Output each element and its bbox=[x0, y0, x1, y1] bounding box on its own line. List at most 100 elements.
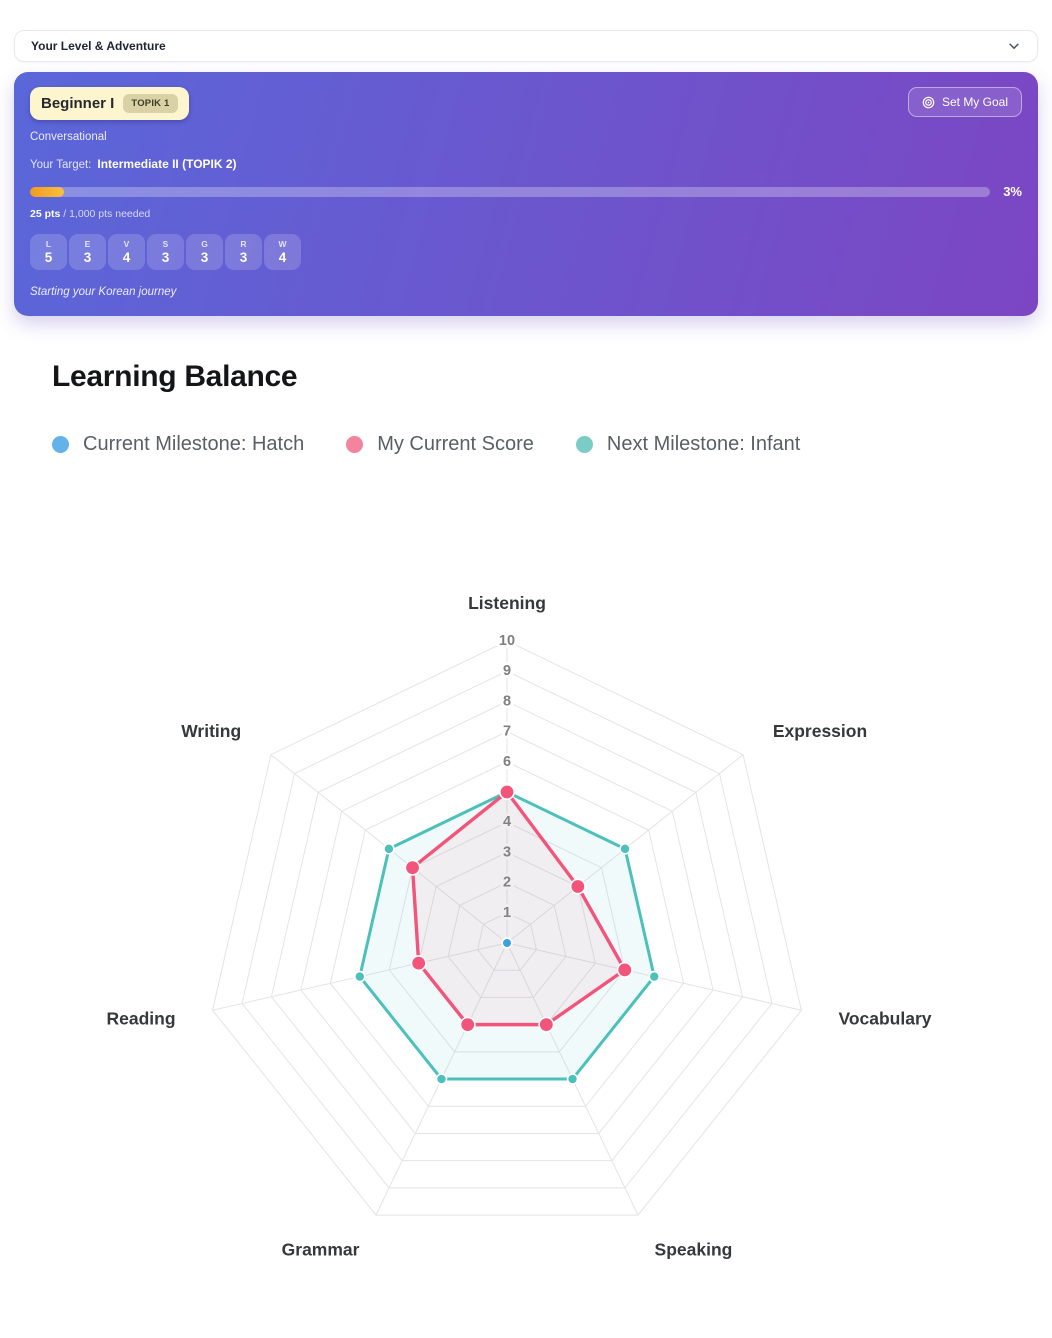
radar-axis-label-reading: Reading bbox=[106, 1009, 175, 1029]
radar-tick-1: 1 bbox=[503, 905, 511, 921]
skill-value: 3 bbox=[200, 250, 209, 265]
legend-label: Current Milestone: Hatch bbox=[83, 433, 305, 455]
radar-point bbox=[435, 1073, 448, 1085]
radar-grid-ring bbox=[300, 731, 714, 1134]
radar-point bbox=[619, 843, 631, 855]
radar-point bbox=[566, 1073, 579, 1085]
legend-item-2[interactable]: Next Milestone: Infant bbox=[575, 433, 801, 456]
radar-point bbox=[459, 1016, 476, 1033]
chevron-down-icon bbox=[1009, 43, 1019, 49]
radar-tick-10: 10 bbox=[499, 633, 515, 649]
legend-dot bbox=[52, 436, 69, 453]
radar-grid-ring bbox=[212, 640, 802, 1216]
radar-point bbox=[648, 970, 661, 983]
points-needed: / 1,000 pts needed bbox=[60, 208, 151, 220]
radar-point bbox=[569, 878, 586, 895]
skill-value: 4 bbox=[122, 250, 131, 265]
radar-grid-ring bbox=[388, 821, 626, 1053]
skill-value: 5 bbox=[44, 250, 53, 265]
radar-chart-container: 12345678910ListeningExpressionVocabulary… bbox=[0, 546, 1052, 1306]
radar-axis-label-grammar: Grammar bbox=[282, 1239, 360, 1259]
skill-value: 3 bbox=[161, 250, 170, 265]
points-current: 25 pts bbox=[30, 208, 61, 220]
legend-label: Next Milestone: Infant bbox=[606, 433, 801, 455]
level-card-header: Beginner I TOPIK 1 Set My Goal bbox=[30, 87, 1022, 120]
progress-row: 3% bbox=[30, 184, 1022, 199]
radar-grid-ring bbox=[270, 700, 744, 1162]
skill-value: 3 bbox=[83, 250, 92, 265]
level-subtitle: Conversational bbox=[30, 131, 107, 143]
topik-badge: TOPIK 1 bbox=[123, 94, 178, 113]
legend-dot bbox=[346, 436, 364, 453]
radar-tick-9: 9 bbox=[503, 663, 511, 679]
radar-series-area bbox=[410, 790, 627, 1027]
progress-fill bbox=[30, 186, 64, 197]
radar-axis-label-speaking: Speaking bbox=[655, 1239, 733, 1259]
radar-point bbox=[410, 955, 427, 972]
radar-grid-ring bbox=[477, 912, 537, 971]
progress-bar bbox=[30, 186, 991, 197]
skill-letter: R bbox=[240, 239, 247, 249]
page-title: Learning Balance bbox=[52, 360, 298, 393]
radar-point bbox=[616, 961, 633, 978]
skill-letter: E bbox=[84, 239, 91, 249]
radar-series-0 bbox=[501, 937, 513, 949]
radar-axis-label-expression: Expression bbox=[773, 721, 867, 741]
legend-item-0[interactable]: Current Milestone: Hatch bbox=[52, 433, 304, 456]
radar-axis-label-writing: Writing bbox=[181, 721, 241, 741]
skill-value: 4 bbox=[278, 250, 287, 265]
level-card: Beginner I TOPIK 1 Set My Goal Conversat… bbox=[14, 72, 1038, 316]
target-line: Your Target: Intermediate II (TOPIK 2) bbox=[30, 157, 1022, 171]
chart-legend: Current Milestone: Hatch My Current Score… bbox=[52, 433, 1052, 456]
accordion-title: Your Level & Adventure bbox=[31, 39, 166, 53]
radar-grid-ring bbox=[447, 882, 567, 998]
radar-grid-ring bbox=[329, 761, 685, 1107]
radar-chart: 12345678910ListeningExpressionVocabulary… bbox=[106, 593, 931, 1259]
progress-percent: 3% bbox=[1003, 184, 1022, 199]
target-value: Intermediate II (TOPIK 2) bbox=[97, 157, 237, 171]
points-line: 25 pts / 1,000 pts needed bbox=[30, 208, 1022, 220]
level-adventure-accordion[interactable]: Your Level & Adventure bbox=[14, 30, 1038, 62]
skill-value: 3 bbox=[239, 250, 248, 265]
legend-label: My Current Score bbox=[377, 433, 534, 455]
skill-letter: W bbox=[278, 239, 287, 249]
target-label: Your Target: bbox=[30, 159, 92, 171]
skill-letter: S bbox=[162, 239, 169, 249]
radar-series-2 bbox=[353, 786, 661, 1085]
radar-point bbox=[383, 843, 395, 855]
legend-dot bbox=[575, 436, 593, 453]
skill-letter: L bbox=[45, 239, 52, 249]
radar-axis-label-vocabulary: Vocabulary bbox=[838, 1009, 931, 1029]
radar-series-area bbox=[358, 790, 656, 1081]
radar-point bbox=[501, 937, 513, 949]
radar-point bbox=[538, 1016, 555, 1033]
radar-series-1 bbox=[404, 784, 633, 1033]
set-my-goal-button[interactable]: Set My Goal bbox=[907, 87, 1022, 117]
set-my-goal-label: Set My Goal bbox=[941, 95, 1008, 109]
radar-tick-8: 8 bbox=[503, 693, 511, 709]
level-badge: Beginner I TOPIK 1 bbox=[30, 87, 189, 120]
radar-point bbox=[353, 970, 366, 983]
legend-item-1[interactable]: My Current Score bbox=[346, 433, 534, 456]
radar-point bbox=[404, 859, 421, 876]
radar-tick-4: 4 bbox=[503, 814, 511, 830]
radar-tick-2: 2 bbox=[503, 875, 511, 891]
journey-tagline: Starting your Korean journey bbox=[30, 286, 177, 298]
radar-tick-3: 3 bbox=[503, 844, 511, 860]
skill-letter: V bbox=[123, 239, 130, 249]
skill-letter: G bbox=[201, 239, 208, 249]
radar-point bbox=[498, 784, 515, 801]
radar-tick-7: 7 bbox=[503, 724, 511, 740]
level-name: Beginner I bbox=[41, 95, 115, 112]
target-icon bbox=[922, 96, 935, 108]
radar-tick-6: 6 bbox=[503, 754, 511, 770]
radar-grid-ring bbox=[241, 670, 773, 1189]
